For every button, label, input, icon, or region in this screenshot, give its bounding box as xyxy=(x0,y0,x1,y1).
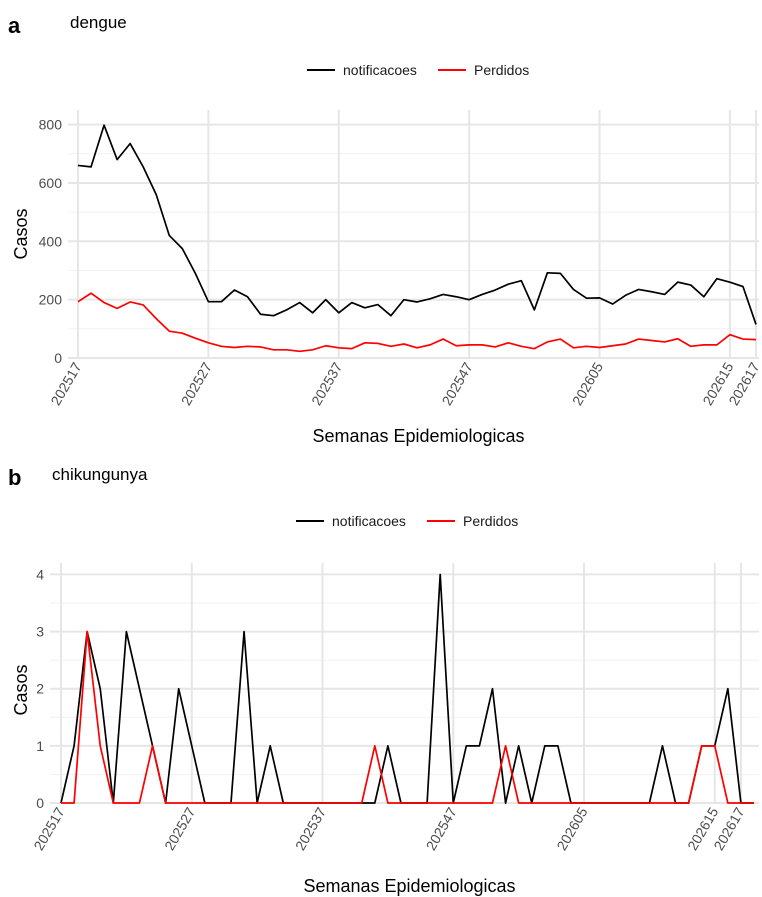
x-tick-label: 202517 xyxy=(30,804,67,853)
x-axis-title: Semanas Epidemiologicas xyxy=(303,876,515,896)
panel-letter: b xyxy=(8,465,21,490)
x-tick-label: 202537 xyxy=(308,359,345,408)
x-tick-label: 202605 xyxy=(553,804,590,853)
y-tick-label: 800 xyxy=(39,117,63,133)
legend-label: Perdidos xyxy=(474,62,529,78)
y-axis-title: Casos xyxy=(11,664,31,715)
legend-label: Perdidos xyxy=(463,513,518,529)
y-tick-label: 200 xyxy=(39,292,63,308)
y-tick-label: 3 xyxy=(36,624,44,640)
x-axis-title: Semanas Epidemiologicas xyxy=(312,426,524,446)
y-tick-label: 0 xyxy=(36,795,44,811)
x-tick-label: 202547 xyxy=(423,804,460,853)
x-tick-label: 202537 xyxy=(292,804,329,853)
legend-label: notificacoes xyxy=(332,513,406,529)
chart-title: dengue xyxy=(70,13,127,32)
y-tick-label: 400 xyxy=(39,233,63,249)
x-tick-label: 202527 xyxy=(161,804,198,853)
y-tick-label: 4 xyxy=(36,566,44,582)
series-line xyxy=(77,292,757,353)
series-line xyxy=(61,630,754,804)
legend-label: notificacoes xyxy=(343,62,417,78)
legend: notificacoes Perdidos xyxy=(296,513,518,529)
chart-panel-a: a dengue notificacoes Perdidos 0 200 400 600 800… xyxy=(8,13,762,446)
y-tick-label: 600 xyxy=(39,175,63,191)
series-line xyxy=(77,124,757,325)
x-tick-label: 202527 xyxy=(178,359,215,408)
y-tick-label: 1 xyxy=(36,738,44,754)
y-tick-label: 0 xyxy=(54,350,62,366)
x-tick-label: 202547 xyxy=(439,359,476,408)
y-axis-title: Casos xyxy=(11,208,31,259)
y-tick-label: 2 xyxy=(36,681,44,697)
x-tick-label: 202605 xyxy=(569,359,606,408)
panel-letter: a xyxy=(8,13,21,38)
x-tick-label: 202517 xyxy=(47,359,84,408)
legend: notificacoes Perdidos xyxy=(307,62,529,78)
chart-title: chikungunya xyxy=(52,465,148,484)
chart-panel-b: b chikungunya notificacoes Perdidos 0 1 2 3 4 202… xyxy=(8,465,759,896)
